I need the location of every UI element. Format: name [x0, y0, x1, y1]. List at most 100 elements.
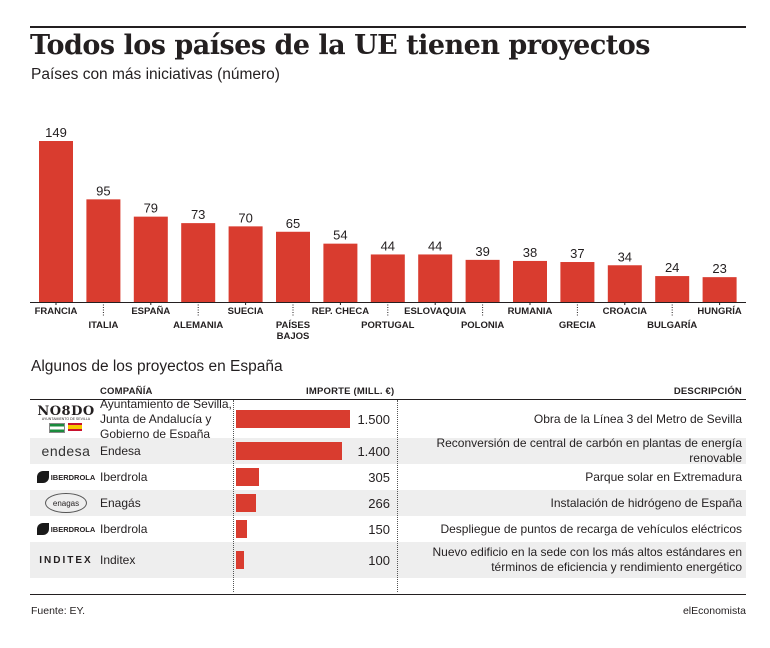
tick-label: REP. CHECA — [312, 306, 370, 317]
table-row: IBERDROLA Iberdrola 305 Parque solar en Ext… — [30, 464, 746, 490]
projects-section-title: Algunos de los proyectos en España — [31, 358, 283, 375]
header-description: DESCRIPCIÓN — [673, 386, 742, 397]
bar — [418, 254, 453, 302]
amount-bar-cell — [234, 490, 398, 516]
header-company: COMPAÑÍA — [100, 386, 153, 397]
company-name: Endesa — [100, 443, 141, 458]
bar — [465, 259, 500, 302]
amount-value: 305 — [368, 469, 390, 485]
amount-bar — [236, 410, 350, 428]
amount-bar — [236, 551, 244, 569]
data-label: 23 — [712, 261, 726, 276]
projects-table: COMPAÑÍA IMPORTE (MILL. €) DESCRIPCIÓN N… — [30, 386, 746, 596]
tick-label: BAJOS — [277, 331, 310, 342]
data-label: 37 — [570, 246, 584, 261]
project-description: Obra de la Línea 3 del Metro de Sevilla — [533, 411, 742, 426]
column-divider — [233, 400, 234, 592]
company-name: Enagás — [100, 495, 141, 510]
table-row: INDITEX Inditex 100 Nuevo edificio en la se… — [30, 542, 746, 578]
tick-label: ALEMANIA — [173, 320, 223, 331]
table-row: NO8DO AYUNTAMIENTO DE SEVILLA Ayuntamiento… — [30, 396, 746, 441]
data-label: 95 — [96, 183, 110, 198]
company-name: Inditex — [100, 552, 136, 567]
table-row: endesa Endesa 1.400 Reconversión de central… — [30, 436, 746, 465]
bar — [560, 262, 595, 302]
bar — [513, 260, 547, 302]
data-label: 73 — [191, 207, 205, 222]
amount-bar-cell — [234, 438, 398, 464]
company-logo: NO8DO AYUNTAMIENTO DE SEVILLA — [34, 400, 98, 438]
company-logo: IBERDROLA — [34, 516, 98, 542]
data-label: 70 — [238, 210, 252, 225]
company-logo: endesa — [41, 443, 91, 459]
footer-rule — [30, 594, 746, 595]
amount-bar-cell — [234, 464, 398, 490]
bar-chart: 149 FRANCIA 95 ITALIA 79 ESPAÑA 73 ALEMANIA 70 SU… — [30, 125, 746, 342]
company-logo: IBERDROLA — [34, 464, 98, 490]
company-logo: enagas — [34, 490, 98, 516]
bar — [133, 216, 168, 302]
bar — [86, 199, 121, 302]
table-row: IBERDROLA Iberdrola 150 Despliegue de punto… — [30, 516, 746, 542]
data-label: 149 — [45, 125, 67, 140]
amount-bar — [236, 468, 260, 486]
tick-label: PAÍSES — [276, 320, 310, 331]
table-row: enagas Enagás 266 Instalación de hidrógeno … — [30, 490, 746, 516]
top-rule — [30, 26, 746, 28]
column-divider — [397, 400, 398, 592]
amount-value: 150 — [368, 521, 390, 537]
project-description: Parque solar en Extremadura — [585, 469, 742, 484]
data-label: 39 — [475, 244, 489, 259]
bar — [655, 276, 690, 302]
data-label: 54 — [333, 228, 347, 243]
brand-credit: elEconomista — [682, 605, 746, 617]
project-description: Despliegue de puntos de recarga de vehíc… — [440, 521, 742, 536]
data-label: 65 — [286, 216, 300, 231]
amount-value: 1.500 — [357, 411, 390, 427]
tick-label: CROACIA — [603, 306, 647, 317]
amount-bar-cell — [234, 542, 398, 578]
data-label: 44 — [381, 238, 395, 253]
project-description: Reconversión de central de carbón en pla… — [436, 436, 742, 465]
tick-label: ITALIA — [88, 320, 118, 331]
data-label: 34 — [618, 249, 632, 264]
bar — [607, 265, 642, 302]
tick-label: FRANCIA — [35, 306, 78, 317]
bar — [702, 277, 737, 302]
company-logo: INDITEX — [39, 554, 93, 566]
tick-label: RUMANIA — [508, 306, 553, 317]
bar — [370, 254, 405, 302]
bar — [228, 226, 263, 302]
amount-bar-cell — [234, 516, 398, 542]
data-label: 38 — [523, 245, 537, 260]
bar — [276, 231, 310, 302]
tick-label: ESLOVAQUIA — [404, 306, 466, 317]
tick-label: GRECIA — [559, 320, 596, 331]
tick-label: SUECIA — [228, 306, 264, 317]
project-description: Nuevo edificio en la sede con los más al… — [432, 545, 742, 574]
bar — [181, 223, 216, 302]
company-name: Ayuntamiento de Sevilla, Junta de Andalu… — [100, 396, 232, 441]
amount-bar — [236, 494, 257, 512]
amount-value: 1.400 — [357, 443, 390, 459]
project-description: Instalación de hidrógeno de España — [550, 495, 742, 510]
bar — [39, 141, 73, 302]
data-label: 44 — [428, 238, 442, 253]
company-name: Iberdrola — [100, 521, 148, 536]
tick-label: HUNGRÍA — [697, 306, 741, 317]
tick-label: POLONIA — [461, 320, 504, 331]
amount-bar — [236, 442, 343, 460]
data-label: 24 — [665, 260, 679, 275]
header-amount: IMPORTE (MILL. €) — [306, 386, 395, 397]
tick-label: BULGARÍA — [647, 320, 697, 331]
tick-label: PORTUGAL — [361, 320, 415, 331]
amount-bar-cell — [234, 400, 398, 438]
company-name: Iberdrola — [100, 469, 148, 484]
tick-label: ESPAÑA — [131, 306, 170, 317]
chart-subtitle: Países con más iniciativas (número) — [31, 66, 280, 83]
amount-value: 100 — [368, 552, 390, 568]
amount-value: 266 — [368, 495, 390, 511]
amount-bar — [236, 520, 248, 538]
data-label: 79 — [144, 201, 158, 216]
source-note: Fuente: EY. — [31, 605, 86, 617]
